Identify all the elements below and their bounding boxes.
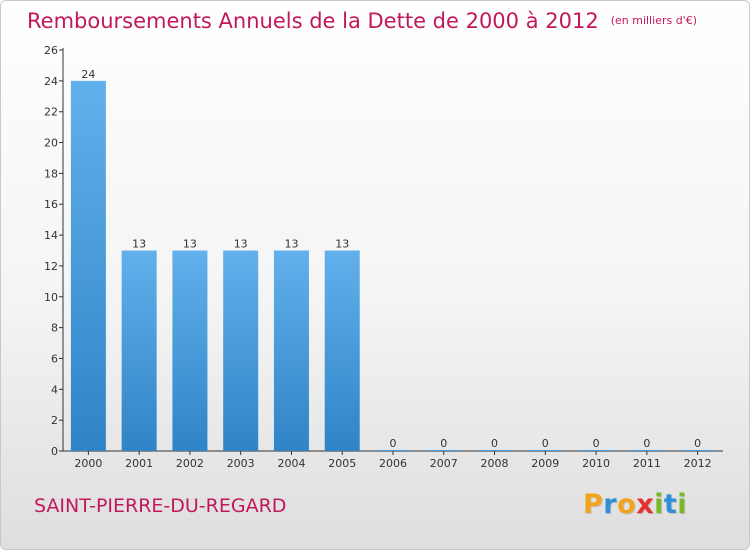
bar-2002 (172, 250, 208, 451)
y-tick-label: 14 (44, 229, 58, 242)
chart-data-labels: 24 13 13 13 13 13 0 0 0 0 0 0 0 (81, 68, 701, 450)
y-tick-label: 6 (51, 352, 58, 365)
y-tick-label: 10 (44, 291, 58, 304)
y-tick-label: 4 (51, 383, 58, 396)
logo-letter: o (617, 489, 637, 520)
x-tick-label: 2002 (176, 457, 204, 470)
x-tick-label: 2011 (633, 457, 661, 470)
data-label-2005: 13 (335, 238, 349, 251)
y-tick-label: 2 (51, 414, 58, 427)
bar-2012 (680, 450, 716, 451)
data-label-2000: 24 (81, 68, 95, 81)
chart-unit: (en milliers d'€) (610, 14, 697, 27)
data-label-2004: 13 (284, 238, 298, 251)
x-tick-label: 2010 (582, 457, 610, 470)
data-label-2011: 0 (643, 437, 650, 450)
bar-2008 (477, 450, 513, 451)
bar-2007 (426, 450, 462, 451)
data-label-2006: 0 (390, 437, 397, 450)
x-tick-label: 2008 (481, 457, 509, 470)
data-label-2010: 0 (593, 437, 600, 450)
x-tick-label: 2001 (125, 457, 153, 470)
bar-2000 (70, 80, 106, 451)
chart-title-text: Remboursements Annuels de la Dette de 20… (27, 9, 599, 33)
x-tick-label: 2003 (227, 457, 255, 470)
data-label-2002: 13 (183, 238, 197, 251)
y-tick-label: 26 (44, 44, 58, 57)
y-tick-label: 8 (51, 322, 58, 335)
logo-letter: i (677, 489, 688, 520)
y-tick-label: 24 (44, 75, 58, 88)
x-tick-label: 2000 (74, 457, 102, 470)
logo-letter: r (603, 489, 618, 520)
y-tick-label: 16 (44, 198, 58, 211)
data-label-2007: 0 (440, 437, 447, 450)
x-tick-label: 2005 (328, 457, 356, 470)
commune-name: SAINT-PIERRE-DU-REGARD (34, 495, 287, 517)
y-tick-label: 12 (44, 260, 58, 273)
logo-letter: P (583, 489, 604, 520)
x-tick-label: 2012 (684, 457, 712, 470)
data-label-2012: 0 (694, 437, 701, 450)
data-label-2001: 13 (132, 238, 146, 251)
bar-2003 (223, 250, 259, 451)
bar-2009 (527, 450, 563, 451)
logo-letter: x (636, 489, 655, 520)
data-label-2008: 0 (491, 437, 498, 450)
bar-2005 (324, 250, 360, 451)
x-tick-label: 2009 (531, 457, 559, 470)
data-label-2003: 13 (234, 238, 248, 251)
x-tick-label: 2004 (277, 457, 305, 470)
bar-2011 (629, 450, 665, 451)
bar-2001 (121, 250, 157, 451)
bar-2006 (375, 450, 411, 451)
logo-letter: i (654, 489, 664, 520)
x-tick-label: 2007 (430, 457, 458, 470)
chart-title: Remboursements Annuels de la Dette de 20… (27, 9, 697, 33)
bar-2004 (273, 250, 309, 451)
x-tick-label: 2006 (379, 457, 407, 470)
chart-bars (70, 80, 716, 451)
y-tick-label: 0 (51, 445, 58, 458)
bar-2010 (578, 450, 614, 451)
y-tick-label: 18 (44, 167, 58, 180)
y-tick-label: 22 (44, 106, 58, 119)
proxiti-logo: Proxiti (583, 489, 687, 520)
logo-letter: t (663, 489, 678, 520)
y-tick-label: 20 (44, 137, 58, 150)
data-label-2009: 0 (542, 437, 549, 450)
